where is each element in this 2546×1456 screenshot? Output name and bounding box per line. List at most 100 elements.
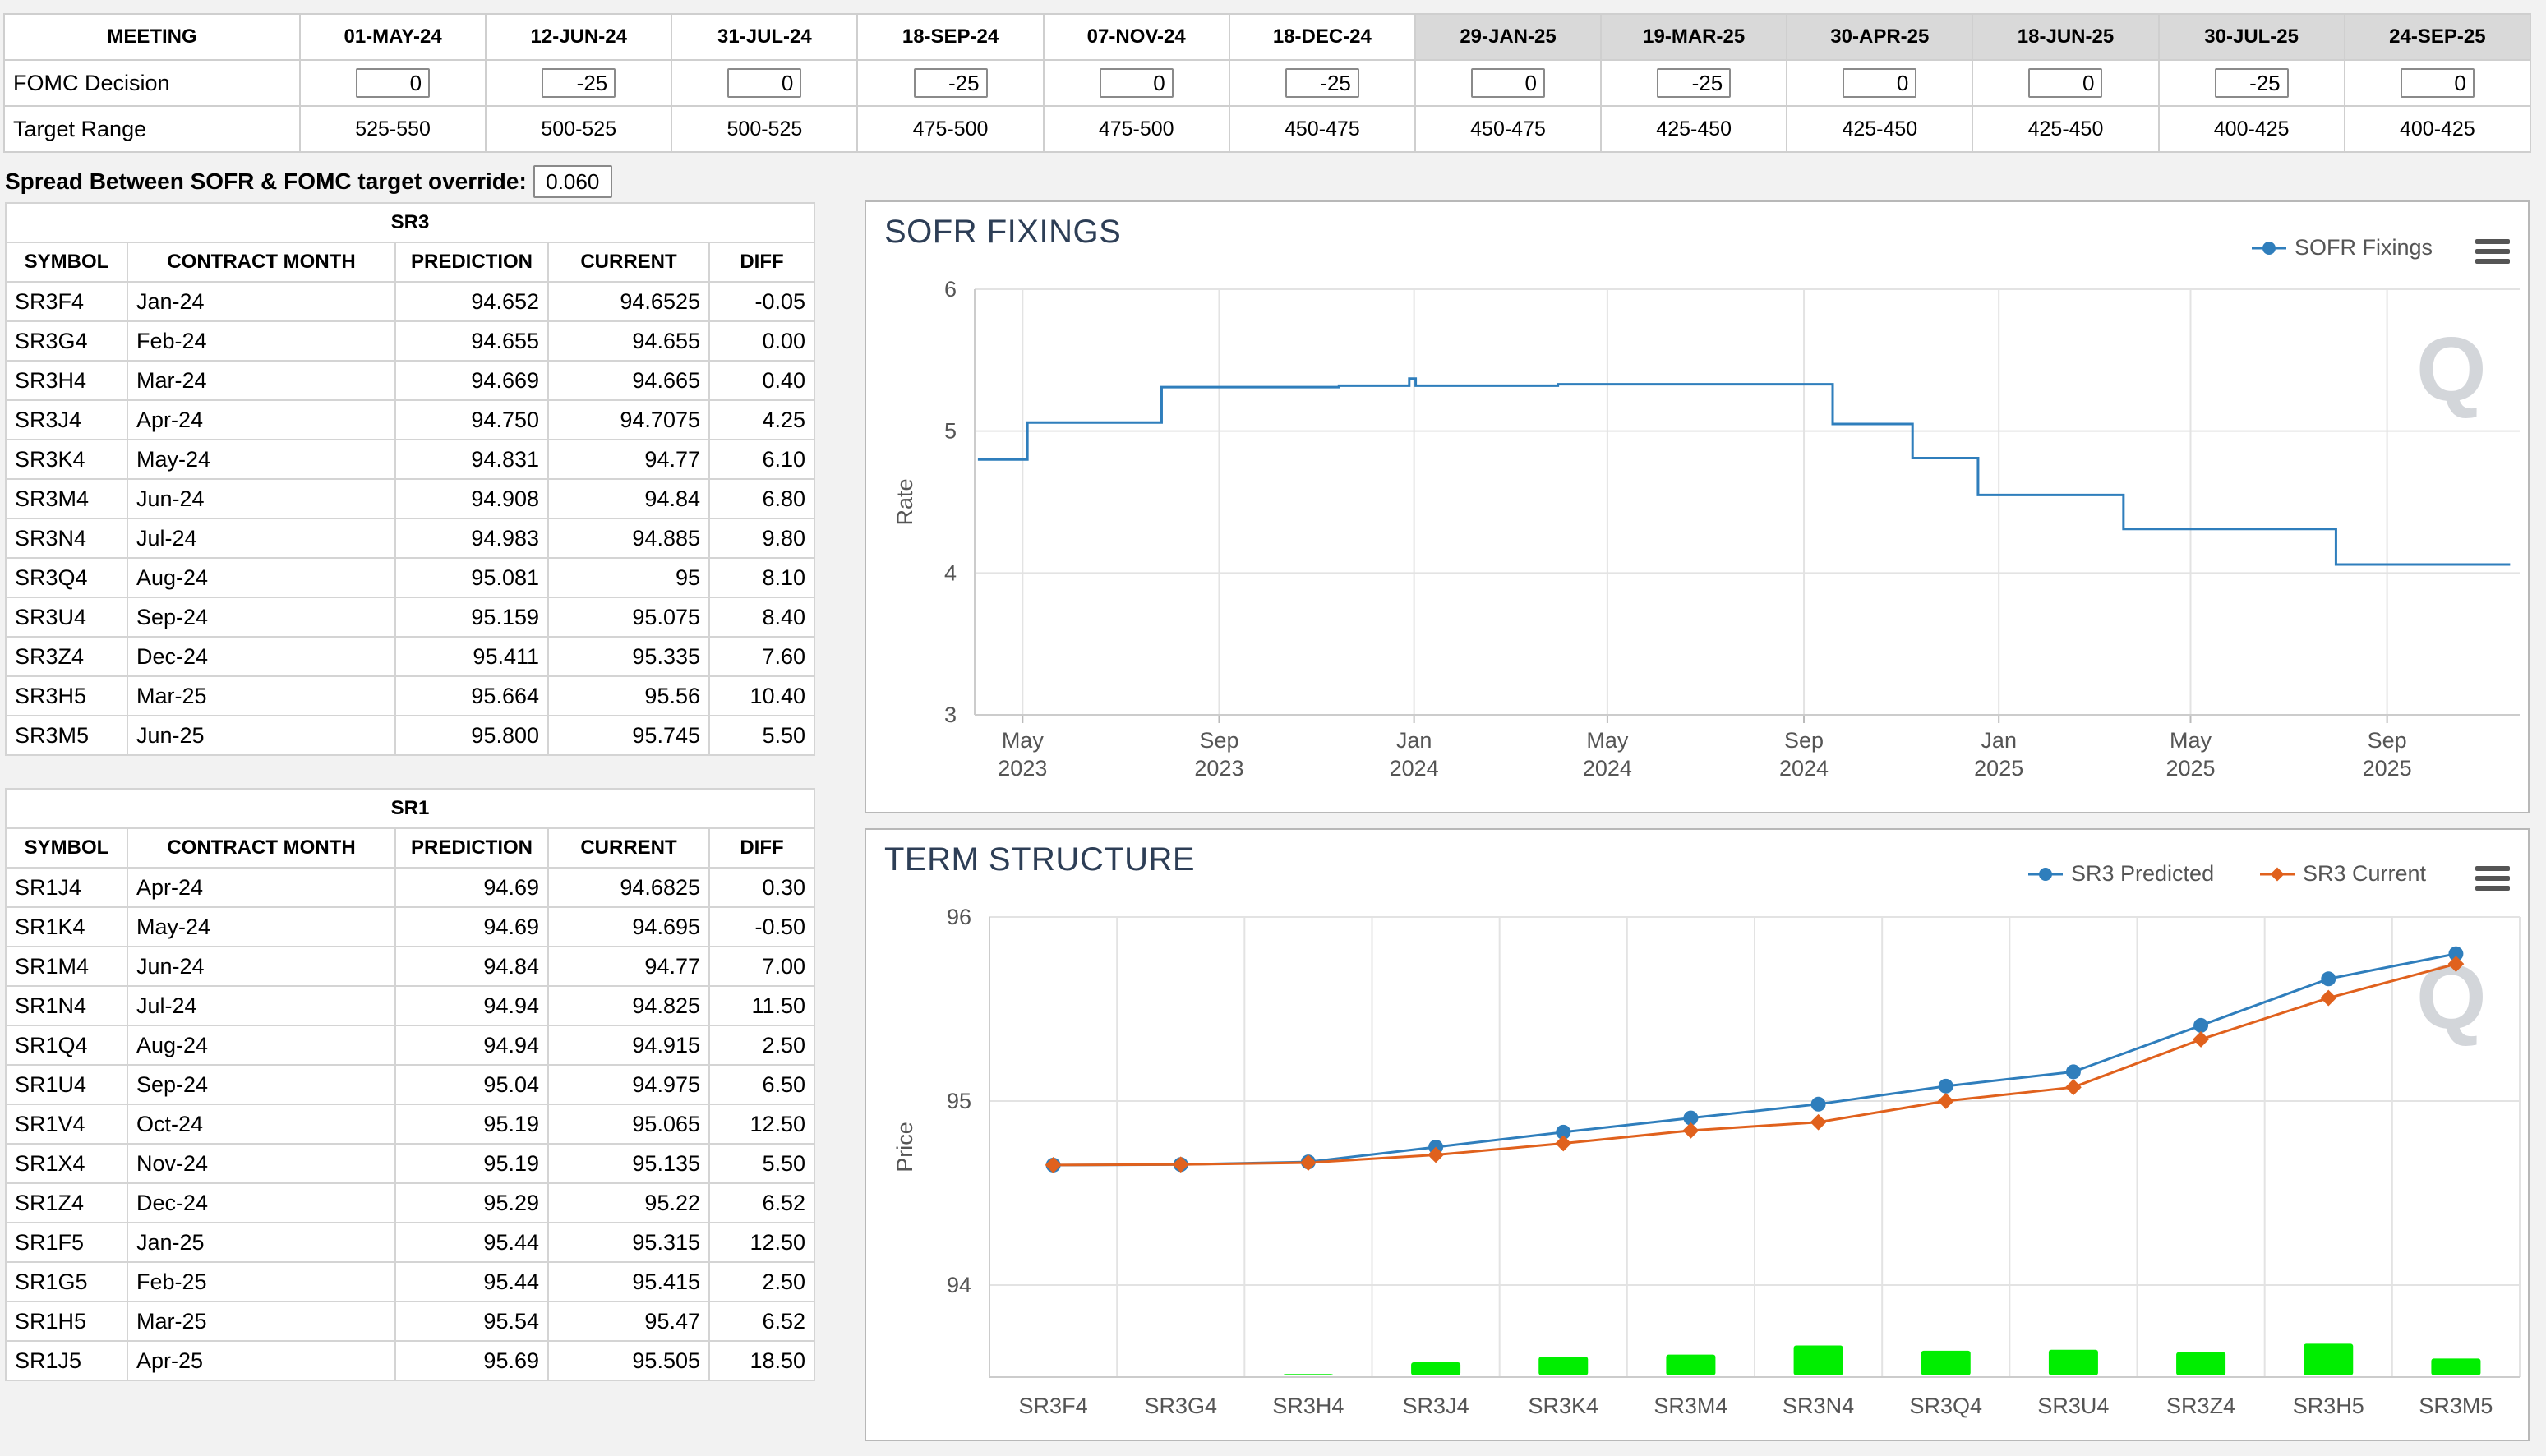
symbol-cell: SR1U4 — [5, 1064, 128, 1105]
diff-bar — [1793, 1345, 1843, 1375]
y-tick-label: 3 — [944, 703, 957, 727]
prediction-cell: 95.081 — [394, 557, 549, 598]
current-cell: 95.335 — [547, 636, 710, 677]
fomc-decision-input[interactable] — [727, 68, 802, 98]
diff-cell: 4.25 — [708, 399, 816, 440]
fomc-decision-input[interactable] — [913, 68, 988, 98]
diff-cell: 6.52 — [708, 1182, 816, 1223]
fomc-decision-cell — [1228, 59, 1416, 107]
current-cell: 95.135 — [547, 1143, 710, 1184]
contract-month-cell: Sep-24 — [127, 597, 396, 638]
fomc-decision-input[interactable] — [2214, 68, 2289, 98]
fomc-decision-input[interactable] — [2028, 68, 2103, 98]
y-tick-label: 94 — [947, 1273, 971, 1297]
y-tick-label: 96 — [947, 905, 971, 929]
contract-month-cell: Jan-24 — [127, 281, 396, 322]
column-header: PREDICTION — [394, 827, 549, 869]
prediction-cell: 94.908 — [394, 478, 549, 519]
predicted-point — [1556, 1124, 1571, 1140]
symbol-cell: SR1G5 — [5, 1261, 128, 1302]
sr1-table-title: SR1 — [4, 788, 816, 829]
fomc-decision-input[interactable] — [1657, 68, 1732, 98]
diff-bar — [1283, 1374, 1333, 1375]
sofr-legend-item[interactable]: SOFR Fixings — [2252, 235, 2433, 260]
current-point — [1300, 1154, 1317, 1171]
x-tick-label: SR3Q4 — [1909, 1394, 1982, 1418]
x-tick-label-year: 2024 — [1779, 756, 1829, 781]
sr1-contracts-table: SR1 SYMBOL CONTRACT MONTH PREDICTION CURREN… — [4, 788, 816, 1381]
hamburger-menu-icon[interactable] — [2475, 239, 2510, 267]
current-point — [1682, 1122, 1700, 1139]
diff-bar — [1411, 1362, 1461, 1375]
prediction-cell: 94.69 — [394, 906, 549, 947]
fomc-decision-input[interactable] — [1099, 68, 1174, 98]
x-tick-label-year: 2024 — [1583, 756, 1632, 781]
current-point — [2320, 989, 2337, 1007]
meeting-date-header: 07-NOV-24 — [1042, 13, 1230, 61]
prediction-cell: 94.652 — [394, 281, 549, 322]
prediction-cell: 95.159 — [394, 597, 549, 638]
symbol-cell: SR3K4 — [5, 439, 128, 480]
x-tick-label: SR3J4 — [1403, 1394, 1469, 1418]
meeting-date-header: 01-MAY-24 — [298, 13, 487, 61]
meeting-date-header: 30-JUL-25 — [2157, 13, 2345, 61]
fomc-decision-input[interactable] — [356, 68, 431, 98]
predicted-point — [2193, 1017, 2209, 1033]
current-cell: 95.415 — [547, 1261, 710, 1302]
current-legend-item[interactable]: SR3 Current — [2260, 861, 2426, 887]
contract-month-cell: Jun-24 — [127, 478, 396, 519]
table-row: SR1M4 Jun-24 94.84 94.77 7.00 — [5, 946, 816, 987]
prediction-cell: 95.19 — [394, 1104, 549, 1145]
table-row: SR3Q4 Aug-24 95.081 95 8.10 — [5, 557, 816, 598]
diff-cell: 8.40 — [708, 597, 816, 638]
fomc-decision-input[interactable] — [1471, 68, 1546, 98]
current-line — [1053, 962, 2456, 1167]
symbol-cell: SR3F4 — [5, 281, 128, 322]
prediction-cell: 95.411 — [394, 636, 549, 677]
x-tick-label-year: 2025 — [2363, 756, 2412, 781]
diff-cell: 6.50 — [708, 1064, 816, 1105]
contract-month-cell: Mar-24 — [127, 360, 396, 401]
fomc-decision-cell — [1042, 59, 1230, 107]
x-tick-label: SR3K4 — [1528, 1394, 1598, 1418]
symbol-cell: SR3Q4 — [5, 557, 128, 598]
contract-month-cell: Jul-24 — [127, 518, 396, 559]
fomc-decision-input[interactable] — [1843, 68, 1917, 98]
predicted-legend-item[interactable]: SR3 Predicted — [2028, 861, 2214, 887]
prediction-cell: 95.800 — [394, 715, 549, 756]
hamburger-menu-icon[interactable] — [2475, 866, 2510, 894]
target-range-cell: 425-450 — [1600, 105, 1788, 153]
current-cell: 94.655 — [547, 320, 710, 362]
symbol-cell: SR1H5 — [5, 1301, 128, 1342]
x-tick-label-year: 2025 — [2165, 756, 2215, 781]
current-cell: 94.695 — [547, 906, 710, 947]
x-tick-label: SR3M4 — [1654, 1394, 1727, 1418]
column-header: CONTRACT MONTH — [127, 242, 396, 283]
spread-override-input[interactable] — [533, 165, 612, 198]
prediction-cell: 94.983 — [394, 518, 549, 559]
predicted-point — [2321, 971, 2336, 987]
symbol-cell: SR3U4 — [5, 597, 128, 638]
column-header: SYMBOL — [5, 827, 128, 869]
diff-cell: 2.50 — [708, 1261, 816, 1302]
current-cell: 95.745 — [547, 715, 710, 756]
diff-cell: 0.30 — [708, 867, 816, 908]
fomc-decision-cell — [485, 59, 673, 107]
symbol-cell: SR1J5 — [5, 1340, 128, 1381]
symbol-cell: SR3J4 — [5, 399, 128, 440]
diff-cell: 6.52 — [708, 1301, 816, 1342]
current-cell: 95 — [547, 557, 710, 598]
current-cell: 94.6525 — [547, 281, 710, 322]
symbol-cell: SR3M4 — [5, 478, 128, 519]
fomc-decision-input[interactable] — [542, 68, 616, 98]
table-row: SR1N4 Jul-24 94.94 94.825 11.50 — [5, 985, 816, 1026]
fomc-decision-input[interactable] — [2400, 68, 2475, 98]
current-cell: 94.975 — [547, 1064, 710, 1105]
fomc-decision-input[interactable] — [1285, 68, 1359, 98]
x-tick-label-month: Sep — [2368, 728, 2407, 753]
predicted-legend-label: SR3 Predicted — [2071, 861, 2215, 886]
current-cell: 94.77 — [547, 946, 710, 987]
prediction-cell: 95.19 — [394, 1143, 549, 1184]
x-tick-label: SR3Z4 — [2166, 1394, 2235, 1418]
column-header: CONTRACT MONTH — [127, 827, 396, 869]
